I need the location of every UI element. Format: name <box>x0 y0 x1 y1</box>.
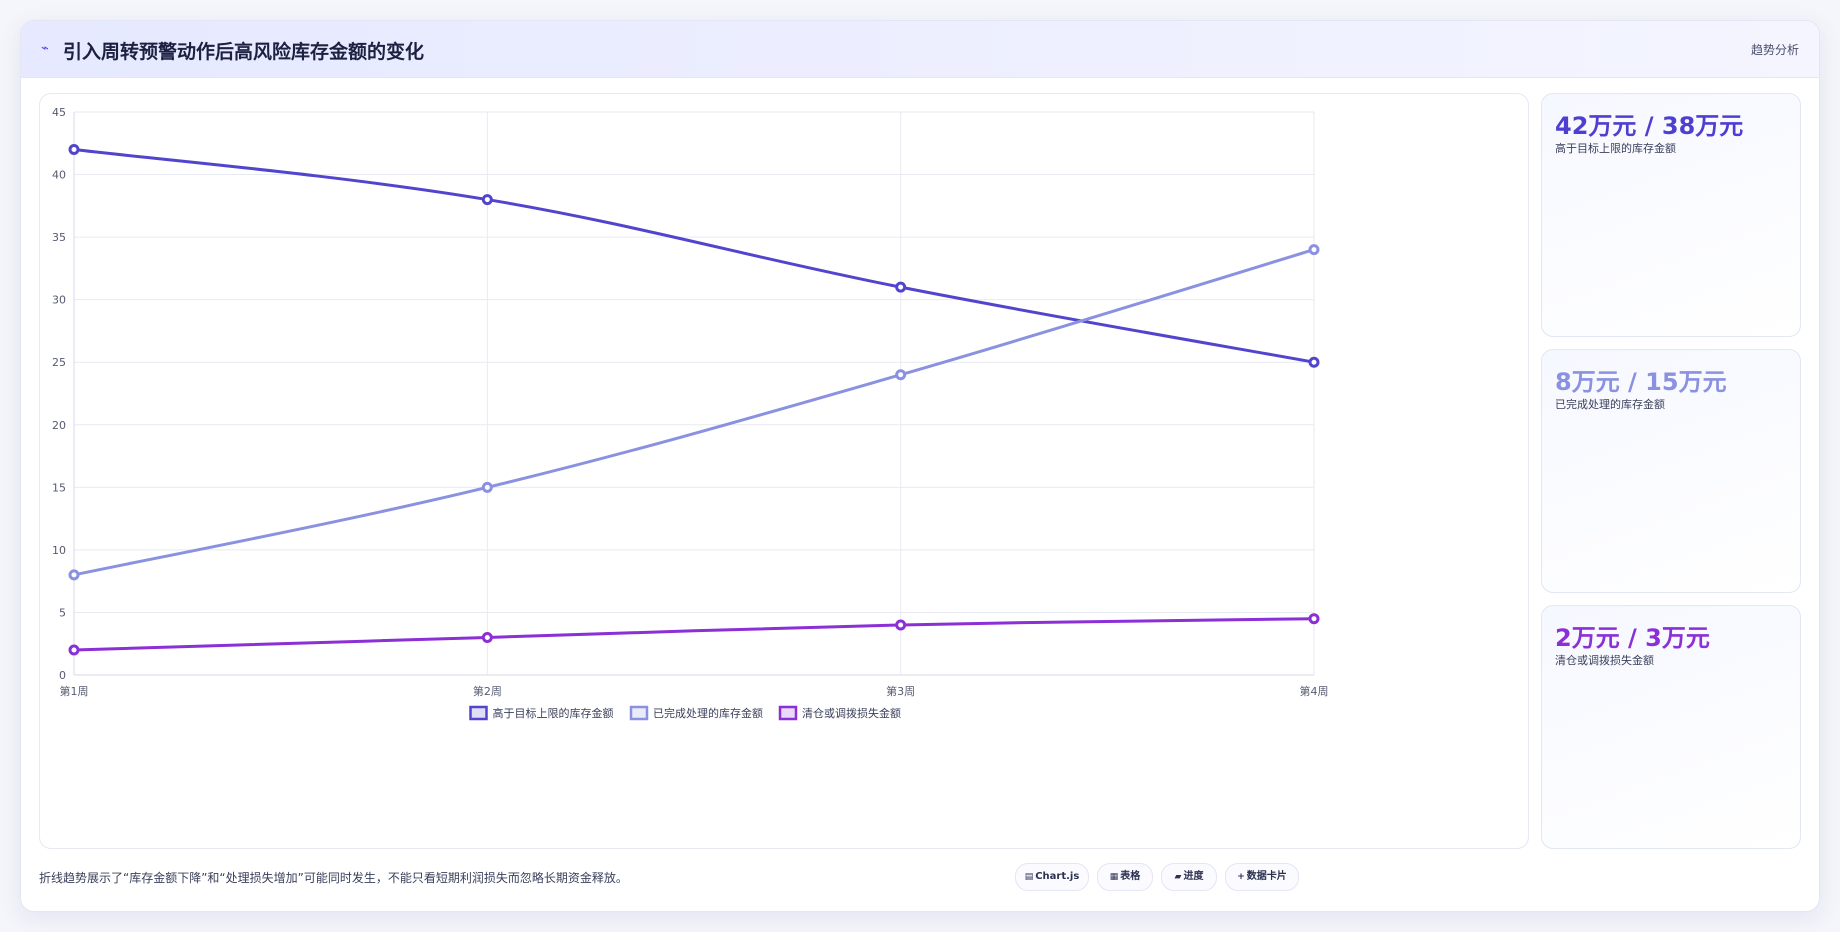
plus-icon: + <box>1237 872 1245 882</box>
y-tick-label: 25 <box>52 356 66 369</box>
data-point <box>1308 244 1320 256</box>
data-point <box>895 281 907 293</box>
stat-card-processed: 8万元 / 15万元 已完成处理的库存金额 <box>1541 349 1801 593</box>
pill-label: 数据卡片 <box>1246 871 1287 882</box>
y-tick-label: 0 <box>59 669 66 682</box>
trend-analysis-tag[interactable]: 趋势分析 <box>1750 43 1799 57</box>
y-tick-label: 35 <box>52 231 66 244</box>
card-header: ⌁ 引入周转预警动作后高风险库存金额的变化 趋势分析 <box>21 21 1819 78</box>
data-point <box>895 369 907 381</box>
series-line-3 <box>73 617 1315 652</box>
legend-swatch <box>469 705 488 721</box>
series-line-2 <box>73 248 1315 577</box>
chart-panel: 0 5 10 15 20 25 30 35 40 45 第1周 第2周 第3周 第4周高于目标上限的库存金… <box>39 93 1529 849</box>
y-tick-label: 40 <box>52 169 66 182</box>
trend-icon: ⌁ <box>41 41 49 56</box>
y-tick-label: 15 <box>52 481 66 494</box>
stat-value: 8万元 / 15万元 <box>1555 368 1727 396</box>
data-point <box>481 481 493 493</box>
stat-card-over-limit: 42万元 / 38万元 高于目标上限的库存金额 <box>1541 93 1801 337</box>
y-tick-label: 5 <box>59 606 66 619</box>
line-chart: 0 5 10 15 20 25 30 35 40 45 第1周 第2周 第3周 第4周高于目标上限的库存金… <box>52 106 1329 721</box>
pill-label: 进度 <box>1183 871 1204 882</box>
pill-data-card[interactable]: + 数据卡片 <box>1225 863 1299 891</box>
x-tick-label: 第4周 <box>1300 684 1329 698</box>
table-icon: ▦ <box>1109 872 1119 882</box>
legend-label: 高于目标上限的库存金额 <box>493 706 614 720</box>
series-line-1 <box>73 148 1315 364</box>
stat-label: 清仓或调拨损失金额 <box>1555 654 1654 667</box>
legend-swatch <box>778 705 798 721</box>
legend-label: 清仓或调拨损失金额 <box>802 706 901 720</box>
footer-note: 折线趋势展示了“库存金额下降”和“处理损失增加”可能同时发生，不能只看短期利润损… <box>39 871 628 885</box>
data-point <box>1308 356 1320 368</box>
pill-table[interactable]: ▦ 表格 <box>1097 863 1153 891</box>
progress-icon: ▰ <box>1174 872 1182 882</box>
chart-title: 引入周转预警动作后高风险库存金额的变化 <box>63 41 425 63</box>
stat-value: 42万元 / 38万元 <box>1555 112 1744 140</box>
pill-label: Chart.js <box>1035 871 1080 882</box>
x-tick-label: 第2周 <box>473 684 502 698</box>
pill-progress[interactable]: ▰ 进度 <box>1161 863 1217 891</box>
data-point <box>481 194 493 206</box>
y-tick-label: 10 <box>52 544 66 557</box>
y-tick-label: 30 <box>52 294 66 307</box>
data-point <box>68 144 80 156</box>
data-point <box>895 619 907 631</box>
legend-label: 已完成处理的库存金额 <box>653 706 763 720</box>
legend-swatch <box>629 705 649 721</box>
chart-card: ⌁ 引入周转预警动作后高风险库存金额的变化 趋势分析 0 5 10 15 20 25 30 3… <box>20 20 1820 912</box>
pill-label: 表格 <box>1120 871 1141 882</box>
stat-card-loss: 2万元 / 3万元 清仓或调拨损失金额 <box>1541 605 1801 849</box>
data-point <box>68 644 80 656</box>
x-tick-label: 第3周 <box>886 684 915 698</box>
pill-chartjs[interactable]: ▤ Chart.js <box>1015 863 1089 891</box>
data-point <box>1308 613 1320 625</box>
data-point <box>68 569 80 581</box>
stat-label: 高于目标上限的库存金额 <box>1555 142 1676 155</box>
chart-icon: ▤ <box>1024 872 1034 882</box>
y-tick-label: 20 <box>52 419 66 432</box>
data-point <box>481 631 493 643</box>
y-tick-label: 45 <box>52 106 66 119</box>
x-tick-label: 第1周 <box>60 684 89 698</box>
stat-label: 已完成处理的库存金额 <box>1555 398 1665 411</box>
stat-value: 2万元 / 3万元 <box>1555 624 1710 652</box>
